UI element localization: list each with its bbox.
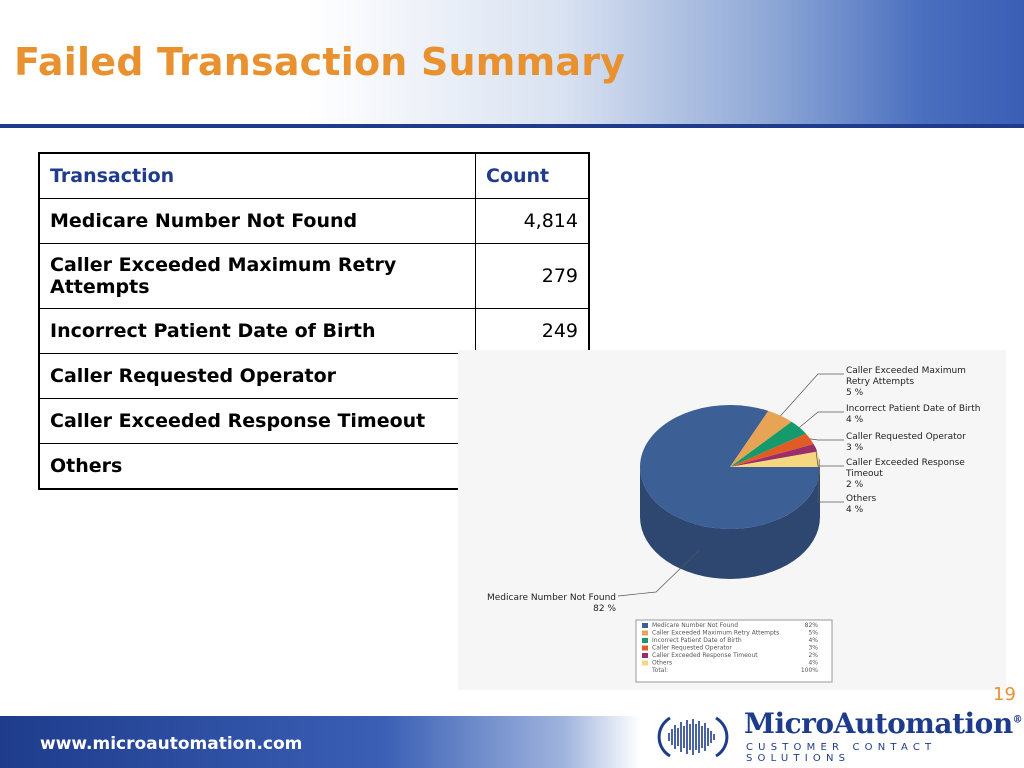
logo-wordmark: MicroAutomation® <box>744 707 1023 740</box>
logo-name-text: MicroAutomation <box>744 707 1013 740</box>
legend-label: Caller Requested Operator <box>652 645 732 652</box>
legend-label: Caller Exceeded Maximum Retry Attempts <box>652 630 779 637</box>
callout-label: Medicare Number Not Found <box>487 593 616 603</box>
slide-title: Failed Transaction Summary <box>14 40 626 84</box>
legend-label: Others <box>652 660 672 667</box>
footer-url[interactable]: www.microautomation.com <box>40 734 303 754</box>
callout-percent: 3 % <box>846 443 864 453</box>
legend-swatch <box>642 630 648 636</box>
callout-label: Retry Attempts <box>846 377 914 387</box>
transaction-label: Incorrect Patient Date of Birth <box>38 308 476 354</box>
legend-value: 82% <box>805 622 819 629</box>
microautomation-logo-icon <box>657 716 729 758</box>
table-header-row: Transaction Count <box>38 152 590 199</box>
transaction-count: 279 <box>475 243 590 309</box>
transaction-count: 4,814 <box>475 198 590 244</box>
column-header-transaction: Transaction <box>38 152 476 199</box>
callout-percent: 4 % <box>846 415 864 425</box>
callout-leader-line <box>815 447 844 467</box>
legend-total-value: 100% <box>801 667 818 674</box>
pie-slice <box>730 444 818 467</box>
legend-swatch <box>642 638 648 643</box>
legend-swatch <box>642 653 648 658</box>
legend-value: 4% <box>808 660 818 667</box>
legend-label: Caller Exceeded Response Timeout <box>652 652 758 659</box>
header-band <box>0 0 1024 125</box>
registered-mark: ® <box>1012 714 1023 726</box>
legend-swatch <box>642 660 648 666</box>
legend-label: Medicare Number Not Found <box>652 622 738 629</box>
pie-slice <box>730 421 806 467</box>
callout-leader-line <box>780 373 844 416</box>
table-row: Incorrect Patient Date of Birth 249 <box>38 308 590 354</box>
table-row: Caller Exceeded Maximum Retry Attempts 2… <box>38 243 590 309</box>
page-number: 19 <box>993 684 1016 705</box>
legend-swatch <box>642 645 648 651</box>
callout-label: Others <box>846 494 877 504</box>
logo-tagline: CUSTOMER CONTACT SOLUTIONS <box>746 742 937 764</box>
callout-percent: 5 % <box>846 388 864 398</box>
pie-slice-side <box>640 467 820 579</box>
callout-leader-line <box>817 459 844 503</box>
callout-label: Incorrect Patient Date of Birth <box>846 404 980 414</box>
pie-chart-panel: Caller Exceeded Maximum Retry Attempts 5 %… <box>458 350 1006 690</box>
legend-total-label: Total: <box>651 667 668 674</box>
header-divider <box>0 124 1024 128</box>
transaction-label: Caller Requested Operator <box>38 353 476 399</box>
callout-label: Caller Requested Operator <box>846 432 966 442</box>
legend-value: 4% <box>808 637 818 644</box>
callout-leader-line <box>617 550 700 597</box>
legend-value: 3% <box>808 645 818 652</box>
callout-leader-line <box>799 411 844 428</box>
callout-label: Caller Exceeded Maximum <box>846 366 966 376</box>
pie-slice <box>730 433 814 467</box>
pie-slice <box>730 410 792 467</box>
transaction-count: 249 <box>475 308 590 354</box>
legend-box <box>635 619 833 683</box>
pie-slice <box>730 451 820 467</box>
transaction-label: Medicare Number Not Found <box>38 198 476 244</box>
legend-value: 2% <box>808 652 818 659</box>
legend-label: Incorrect Patient Date of Birth <box>652 637 742 644</box>
column-header-count: Count <box>475 152 590 199</box>
callout-percent: 4 % <box>846 505 864 515</box>
callout-leader-line <box>810 438 844 441</box>
transaction-label: Caller Exceeded Response Timeout <box>38 398 476 444</box>
transaction-label: Caller Exceeded Maximum Retry Attempts <box>38 243 476 309</box>
legend-value: 5% <box>808 630 818 637</box>
callout-label: Caller Exceeded Response <box>846 458 965 468</box>
callout-label: Timeout <box>845 469 883 479</box>
transaction-label: Others <box>38 443 476 490</box>
legend-swatch <box>642 623 648 628</box>
table-row: Medicare Number Not Found 4,814 <box>38 198 590 244</box>
callout-percent: 82 % <box>593 604 616 614</box>
footer-band <box>0 716 640 768</box>
callout-percent: 2 % <box>846 480 864 490</box>
